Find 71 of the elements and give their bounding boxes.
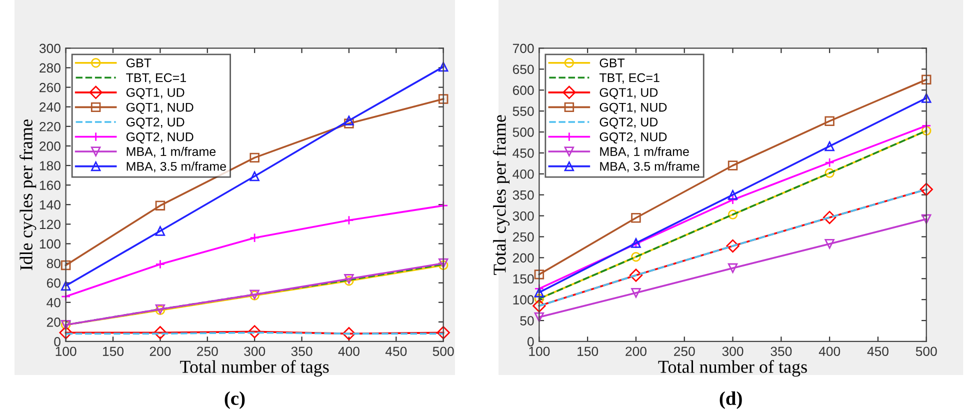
- y-tick-label: 280: [40, 63, 60, 73]
- x-tick-label: 350: [770, 346, 792, 356]
- x-tick-label: 350: [291, 346, 312, 356]
- text: (d): [720, 391, 742, 409]
- legend-label: MBA, 3.5 m/frame: [126, 162, 226, 172]
- legend-label: MBA, 1 m/frame: [126, 146, 216, 158]
- y-tick-label: 80: [46, 258, 60, 268]
- legend-label: GBT: [600, 58, 625, 68]
- legend-label: GQT1, NUD: [600, 102, 667, 114]
- y-tick-label: 40: [46, 298, 60, 308]
- y-tick-label: 20: [46, 318, 60, 327]
- legend-label: TBT, EC=1: [126, 73, 186, 84]
- y-tick-label: 240: [40, 102, 60, 112]
- y-tick-label: 100: [513, 295, 534, 304]
- legend-label: GQT2, UD: [126, 118, 184, 129]
- y-tick-label: 220: [40, 122, 60, 132]
- legend-label: MBA, 3.5 m/frame: [600, 162, 700, 172]
- x-tick-label: 100: [529, 346, 550, 356]
- legend-label: GQT2, UD: [600, 118, 658, 129]
- x-tick-label: 450: [867, 346, 888, 356]
- y-tick-label: 200: [512, 253, 534, 263]
- y-tick-label: 100: [40, 239, 60, 249]
- y-tick-label: 300: [512, 211, 534, 221]
- y-tick-label: 300: [39, 44, 60, 54]
- x-axis-title: Total number of tags: [180, 360, 329, 377]
- legend-label: MBA, 1 m/frame: [600, 146, 689, 158]
- x-tick-label: 400: [338, 346, 360, 356]
- y-axis-title: Idle cycles per frame: [20, 120, 36, 270]
- y-tick-label: 0: [54, 337, 60, 346]
- x-tick-label: 200: [150, 346, 171, 356]
- x-tick-label: 200: [626, 346, 646, 356]
- y-tick-label: 60: [46, 278, 60, 288]
- legend-label: GQT1, UD: [126, 88, 184, 100]
- x-tick-label: 150: [578, 346, 598, 356]
- legend-label: GQT2, NUD: [126, 132, 194, 144]
- y-tick-label: 50: [520, 316, 534, 326]
- x-tick-label: 400: [818, 346, 840, 356]
- y-tick-label: 700: [512, 44, 534, 54]
- legend-label: GQT2, NUD: [600, 132, 667, 144]
- x-tick-label: 250: [674, 346, 695, 356]
- y-tick-label: 200: [40, 142, 60, 151]
- x-tick-label: 300: [722, 346, 744, 356]
- y-tick-label: 400: [512, 169, 534, 179]
- legend-label: GQT1, UD: [600, 88, 658, 100]
- legend-label: GBT: [126, 58, 152, 68]
- y-tick-label: 180: [40, 161, 60, 170]
- y-tick-label: 450: [512, 148, 534, 158]
- y-tick-label: 120: [40, 220, 60, 230]
- legend-label: TBT, EC=1: [599, 73, 660, 84]
- x-tick-label: 450: [385, 346, 407, 356]
- y-tick-label: 0: [527, 337, 534, 346]
- x-axis-title: Total number of tags: [658, 360, 807, 377]
- y-axis-title: Total cycles per frame: [492, 115, 510, 275]
- y-tick-label: 160: [40, 180, 60, 190]
- x-tick-label: 150: [103, 346, 124, 356]
- x-tick-label: 250: [197, 346, 218, 356]
- y-tick-label: 500: [512, 128, 534, 137]
- x-tick-label: 100: [56, 346, 76, 356]
- y-tick-label: 350: [512, 190, 534, 200]
- legend-label: GQT1, NUD: [126, 102, 194, 114]
- y-tick-label: 650: [512, 64, 534, 74]
- y-tick-label: 250: [512, 232, 534, 242]
- x-tick-label: 500: [916, 346, 937, 356]
- y-tick-label: 260: [40, 82, 60, 92]
- y-tick-label: 140: [40, 200, 60, 210]
- x-tick-label: 300: [244, 346, 266, 356]
- y-tick-label: 600: [512, 86, 534, 95]
- text: (c): [224, 391, 245, 409]
- x-tick-label: 500: [432, 346, 454, 356]
- y-tick-label: 550: [512, 106, 534, 116]
- y-tick-label: 150: [513, 274, 534, 284]
